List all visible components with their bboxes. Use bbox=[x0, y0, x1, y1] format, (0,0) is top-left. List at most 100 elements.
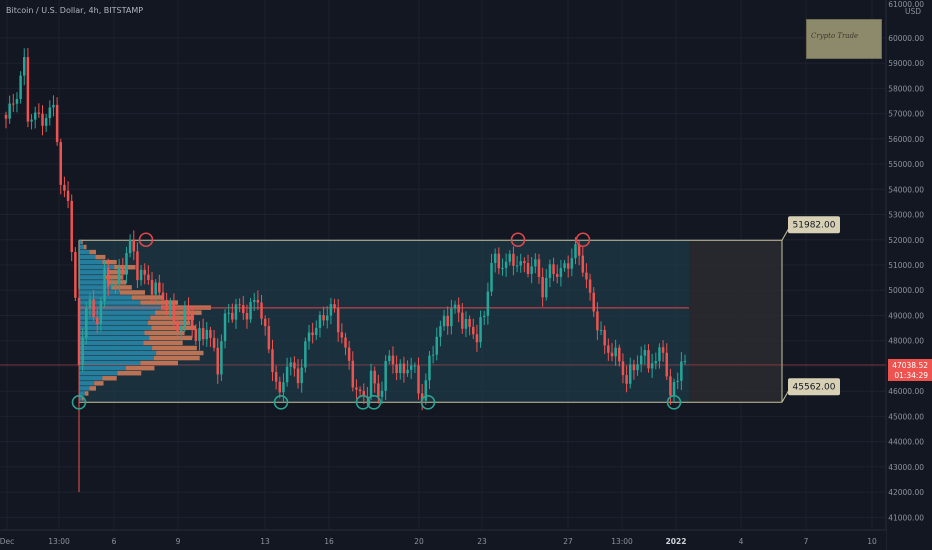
candle-body bbox=[63, 184, 66, 191]
candle-body bbox=[534, 259, 537, 267]
range-high-label: 51982.00 bbox=[793, 221, 836, 231]
candle-body bbox=[351, 360, 355, 388]
candle-body bbox=[442, 315, 446, 327]
candle-body bbox=[289, 362, 292, 367]
candle-body bbox=[201, 328, 205, 340]
price-tick-label: 52000.00 bbox=[888, 236, 924, 245]
candle-body bbox=[523, 261, 526, 264]
candle-body bbox=[44, 118, 48, 126]
candle-body bbox=[545, 277, 548, 298]
price-tick-label: 56000.00 bbox=[888, 135, 924, 144]
candle-body bbox=[271, 349, 274, 373]
volume-profile-bar-sell bbox=[108, 280, 127, 285]
candle-body bbox=[121, 267, 125, 274]
candle-body bbox=[293, 362, 296, 369]
candle-body bbox=[581, 255, 585, 273]
symbol-title: Bitcoin / U.S. Dollar, 4h, BITSTAMP bbox=[6, 6, 144, 15]
candle-body bbox=[336, 308, 340, 333]
volume-profile-bar-sell bbox=[147, 320, 191, 325]
volume-profile-bar-buy bbox=[79, 310, 156, 315]
candle-body bbox=[493, 253, 497, 263]
volume-profile-bar-buy bbox=[79, 371, 118, 376]
swing-high-circle bbox=[510, 232, 526, 248]
candle-body bbox=[661, 347, 665, 353]
volume-profile-bar-buy bbox=[79, 360, 141, 366]
time-tick-label: 16 bbox=[324, 537, 334, 546]
candle-body bbox=[37, 112, 41, 114]
volume-profile-bar-sell bbox=[83, 244, 87, 250]
candle-body bbox=[647, 350, 650, 369]
candle-body bbox=[574, 244, 577, 259]
volume-profile-bar-sell bbox=[140, 360, 179, 366]
candle-body bbox=[33, 112, 37, 120]
candle-body bbox=[242, 305, 245, 314]
price-tick-label: 57000.00 bbox=[888, 110, 924, 119]
range-extension-fill bbox=[689, 240, 782, 403]
candle-body bbox=[501, 267, 504, 269]
candle-body bbox=[453, 304, 457, 309]
candle-body bbox=[373, 370, 376, 384]
candle-body bbox=[296, 368, 300, 384]
volume-profile-bar-buy bbox=[79, 386, 90, 391]
candle-body bbox=[263, 318, 267, 327]
candle-body bbox=[402, 363, 406, 374]
candle-body bbox=[198, 328, 201, 341]
swing-high-circle bbox=[138, 232, 154, 248]
volume-profile-bar-sell bbox=[111, 285, 132, 290]
volume-profile-bar-buy bbox=[79, 300, 141, 305]
time-tick-label: Dec bbox=[0, 537, 14, 546]
candle-body bbox=[322, 315, 325, 321]
price-tick-top: 61000.00 bbox=[888, 0, 924, 9]
candle-body bbox=[468, 318, 471, 327]
candle-body bbox=[66, 190, 70, 201]
candle-body bbox=[457, 304, 460, 313]
candle-body bbox=[59, 142, 62, 185]
candle-body bbox=[205, 329, 209, 340]
volume-profile-bar-sell bbox=[114, 265, 136, 270]
candle-body bbox=[406, 369, 409, 374]
candle-body bbox=[380, 390, 384, 397]
volume-profile-bar-buy bbox=[79, 285, 112, 290]
volume-profile-bar-buy bbox=[79, 345, 153, 351]
candle-body bbox=[610, 352, 614, 357]
candle-body bbox=[683, 361, 687, 363]
candle-body bbox=[92, 299, 95, 318]
candle-body bbox=[563, 263, 566, 269]
candle-body bbox=[176, 320, 179, 332]
candle-body bbox=[311, 332, 314, 336]
candle-body bbox=[599, 330, 603, 332]
time-tick-label: 27 bbox=[563, 537, 573, 546]
current-price-badge bbox=[888, 358, 932, 381]
volume-profile-bar-sell bbox=[89, 249, 96, 255]
candle-body bbox=[490, 262, 493, 292]
candle-body bbox=[548, 264, 552, 278]
candle-body bbox=[179, 325, 183, 332]
candle-body bbox=[347, 347, 351, 361]
candle-body bbox=[486, 291, 490, 316]
candle-body bbox=[278, 381, 282, 393]
candle-body bbox=[252, 300, 256, 302]
volume-profile-bar-sell bbox=[84, 391, 89, 396]
candle-body bbox=[654, 361, 658, 364]
candle-body bbox=[435, 336, 439, 355]
candle-body bbox=[23, 57, 26, 76]
price-axis-bg bbox=[886, 0, 932, 550]
candle-body bbox=[154, 282, 157, 295]
volume-profile-bar-sell bbox=[143, 340, 183, 346]
time-tick-label: 10 bbox=[867, 537, 877, 546]
candle-body bbox=[632, 364, 636, 371]
candle-body bbox=[227, 312, 230, 314]
candle-body bbox=[450, 308, 453, 327]
candle-body bbox=[340, 332, 344, 338]
candle-body bbox=[413, 365, 417, 367]
candle-body bbox=[172, 302, 176, 321]
candle-body bbox=[420, 393, 424, 401]
candle-body bbox=[165, 299, 168, 310]
candle-body bbox=[530, 266, 533, 274]
price-tick-label: 60000.00 bbox=[888, 34, 924, 43]
candle-body bbox=[8, 103, 11, 119]
candle-body bbox=[537, 259, 541, 277]
candle-body bbox=[399, 363, 402, 374]
candle-body bbox=[256, 300, 260, 303]
